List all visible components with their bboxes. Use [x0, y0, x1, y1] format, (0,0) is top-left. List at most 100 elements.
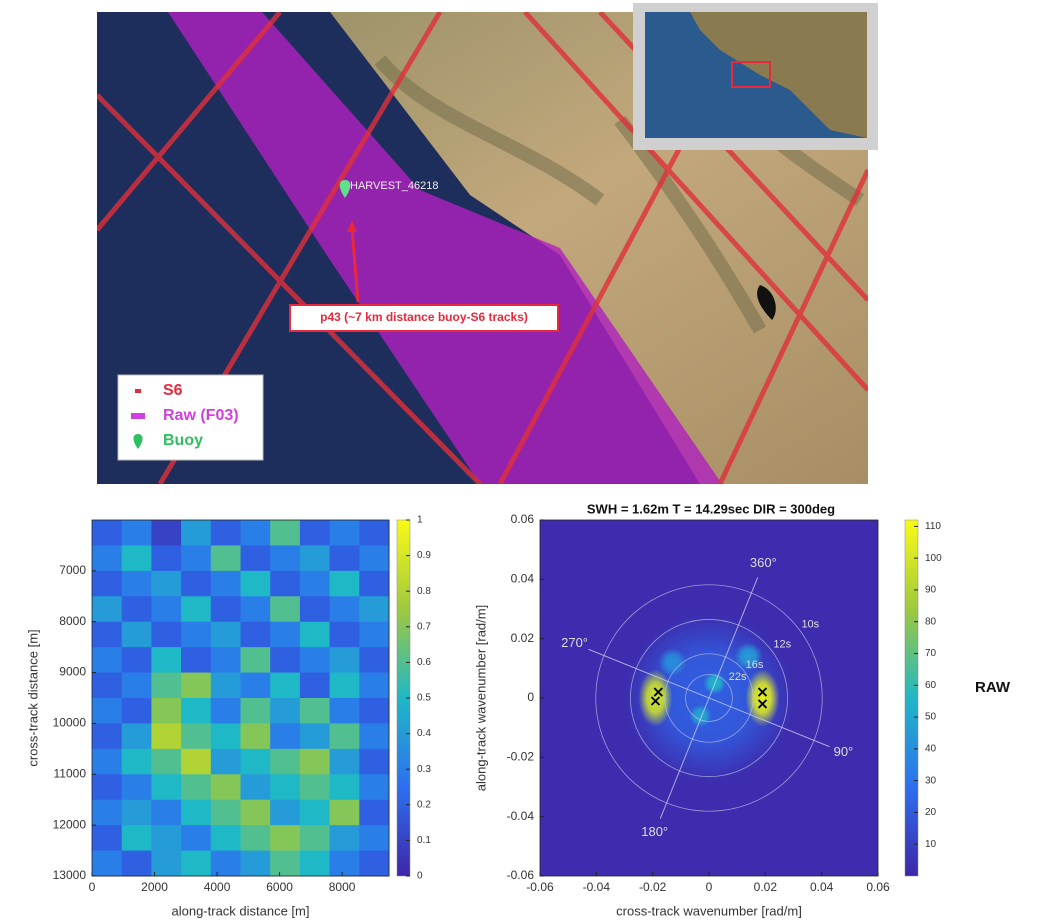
heat-cell — [151, 520, 181, 546]
colorbar-tick-label: 110 — [925, 521, 941, 532]
spectral-peak — [639, 669, 673, 726]
heat-cell — [92, 698, 122, 724]
x-axis-label: along-track distance [m] — [171, 903, 309, 918]
heat-cell — [241, 825, 271, 851]
heat-cell — [330, 596, 360, 622]
heat-cell — [270, 851, 300, 877]
y-tick-label: 9000 — [59, 665, 86, 679]
y-axis-label: cross-track distance [m] — [25, 629, 40, 766]
x-tick-label: 6000 — [266, 880, 293, 894]
y-tick-label: 7000 — [59, 563, 86, 577]
heat-cell — [92, 622, 122, 648]
heat-cell — [211, 545, 241, 571]
heat-cell — [122, 673, 152, 699]
heat-cell — [330, 825, 360, 851]
colorbar-tick-label: 90 — [925, 585, 937, 596]
heat-cell — [211, 851, 241, 877]
colorbar-tick-label: 0 — [417, 871, 423, 882]
heat-cell — [330, 545, 360, 571]
x-tick-label: 0.02 — [754, 880, 778, 894]
heat-cell — [270, 723, 300, 749]
heat-cell — [270, 571, 300, 597]
heat-cell — [241, 851, 271, 877]
heat-cell — [181, 596, 211, 622]
heat-cell — [300, 749, 330, 775]
heat-cell — [181, 545, 211, 571]
y-axis-label: along-track wavenumber [rad/m] — [473, 605, 488, 791]
heat-cell — [181, 520, 211, 546]
x-tick-label: -0.06 — [526, 880, 554, 894]
heat-cell — [122, 520, 152, 546]
heat-cell — [270, 698, 300, 724]
colorbar-tick-label: 0.9 — [417, 550, 431, 561]
heat-cell — [211, 571, 241, 597]
heat-cell — [241, 622, 271, 648]
y-tick-label: -0.04 — [507, 809, 535, 823]
heat-cell — [330, 673, 360, 699]
heat-cell — [151, 698, 181, 724]
heat-cell — [330, 723, 360, 749]
heat-cell — [241, 571, 271, 597]
heat-cell — [359, 800, 389, 826]
heat-cell — [122, 647, 152, 673]
legend-icon — [131, 413, 145, 419]
heat-cell — [151, 545, 181, 571]
heat-cell — [211, 673, 241, 699]
heat-cell — [359, 749, 389, 775]
y-tick-label: 0.06 — [511, 512, 535, 526]
direction-label: 180° — [641, 824, 668, 839]
colorbar-tick-label: 0.3 — [417, 764, 431, 775]
x-tick-label: 0 — [89, 880, 96, 894]
colorbar-tick-label: 50 — [925, 712, 937, 723]
y-tick-label: 11000 — [54, 766, 87, 780]
heat-cell — [359, 698, 389, 724]
heat-cell — [300, 571, 330, 597]
heat-cell — [122, 698, 152, 724]
colorbar-tick-label: 70 — [925, 648, 937, 659]
heat-cell — [241, 698, 271, 724]
heat-cell — [300, 825, 330, 851]
heat-cell — [211, 596, 241, 622]
heat-cell — [122, 825, 152, 851]
colorbar-tick-label: 1 — [417, 515, 423, 526]
heat-cell — [92, 571, 122, 597]
y-tick-label: 0.02 — [511, 631, 535, 645]
heat-cell — [359, 851, 389, 877]
heat-cell — [181, 673, 211, 699]
heat-cell — [181, 622, 211, 648]
x-tick-label: 4000 — [204, 880, 231, 894]
heat-cell — [122, 749, 152, 775]
colorbar-tick-label: 0.2 — [417, 799, 431, 810]
colorbar-tick-label: 0.6 — [417, 657, 431, 668]
x-tick-label: -0.02 — [639, 880, 667, 894]
heat-cell — [359, 673, 389, 699]
heat-cell — [211, 520, 241, 546]
heat-cell — [92, 774, 122, 800]
heat-cell — [270, 825, 300, 851]
heat-cell — [151, 673, 181, 699]
heat-cell — [181, 723, 211, 749]
y-tick-label: -0.02 — [507, 750, 535, 764]
heat-cell — [122, 774, 152, 800]
y-tick-label: 10000 — [53, 716, 87, 730]
heat-cell — [181, 647, 211, 673]
heat-cell — [151, 800, 181, 826]
direction-label: 270° — [561, 635, 588, 650]
heat-cell — [300, 698, 330, 724]
heat-cell — [122, 596, 152, 622]
heat-cell — [330, 647, 360, 673]
heat-cell — [181, 749, 211, 775]
heat-cell — [330, 774, 360, 800]
heat-cell — [330, 698, 360, 724]
x-tick-label: -0.04 — [583, 880, 611, 894]
heat-cell — [122, 545, 152, 571]
heat-cell — [359, 825, 389, 851]
heat-cell — [241, 749, 271, 775]
heat-cell — [151, 647, 181, 673]
heat-cell — [300, 622, 330, 648]
heat-cell — [300, 774, 330, 800]
ring-label: 10s — [801, 618, 819, 630]
heat-cell — [359, 571, 389, 597]
heat-cell — [151, 851, 181, 877]
heat-cell — [270, 749, 300, 775]
